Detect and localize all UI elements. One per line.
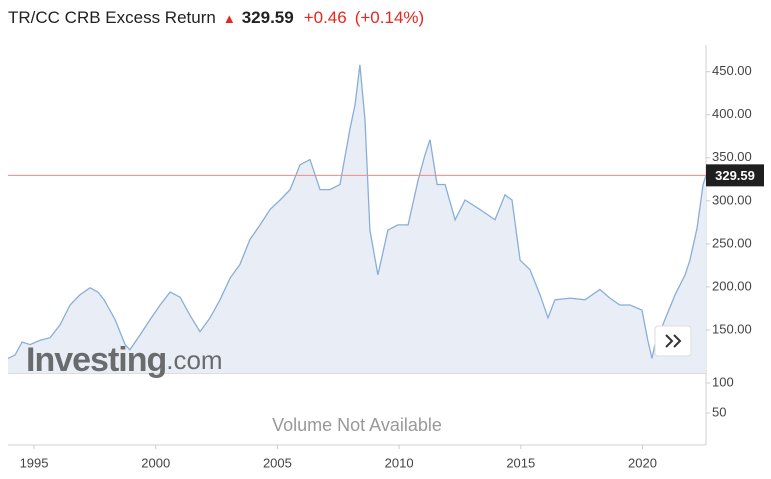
y-tick-label: 450.00 bbox=[712, 63, 752, 78]
last-price-box bbox=[706, 164, 764, 187]
y-tick-label: 400.00 bbox=[712, 106, 752, 121]
header: TR/CC CRB Excess Return ▲ 329.59 +0.46 (… bbox=[8, 6, 424, 30]
watermark-domain: .com bbox=[166, 345, 222, 375]
area-fill bbox=[8, 64, 706, 374]
y-tick-label: 250.00 bbox=[712, 235, 752, 250]
x-tick-label: 1995 bbox=[20, 455, 49, 470]
x-tick-label: 2015 bbox=[506, 455, 535, 470]
price-change-pct: (+0.14%) bbox=[354, 8, 425, 27]
y2-tick-label: 50 bbox=[712, 404, 726, 419]
watermark-brand: Investing bbox=[26, 341, 166, 379]
x-tick-label: 2020 bbox=[628, 455, 657, 470]
price-line bbox=[7, 64, 707, 359]
last-price: 329.59 bbox=[241, 8, 294, 27]
y-tick-label: 300.00 bbox=[712, 192, 752, 207]
price-change: +0.46 bbox=[303, 8, 347, 27]
x-tick-label: 2000 bbox=[141, 455, 170, 470]
y2-tick-label: 100 bbox=[712, 374, 734, 389]
volume-note: Volume Not Available bbox=[272, 415, 442, 435]
last-price-label: 329.59 bbox=[715, 168, 755, 183]
up-arrow: ▲ bbox=[222, 10, 236, 26]
y-tick-label: 350.00 bbox=[712, 149, 752, 164]
y-tick-label: 150.00 bbox=[712, 321, 752, 336]
instrument-name: TR/CC CRB Excess Return bbox=[8, 8, 216, 27]
watermark: Investing.com bbox=[26, 341, 223, 379]
expand-button[interactable] bbox=[654, 325, 692, 357]
x-tick-label: 2010 bbox=[385, 455, 414, 470]
y-tick-label: 200.00 bbox=[712, 278, 752, 293]
x-tick-label: 2005 bbox=[263, 455, 292, 470]
